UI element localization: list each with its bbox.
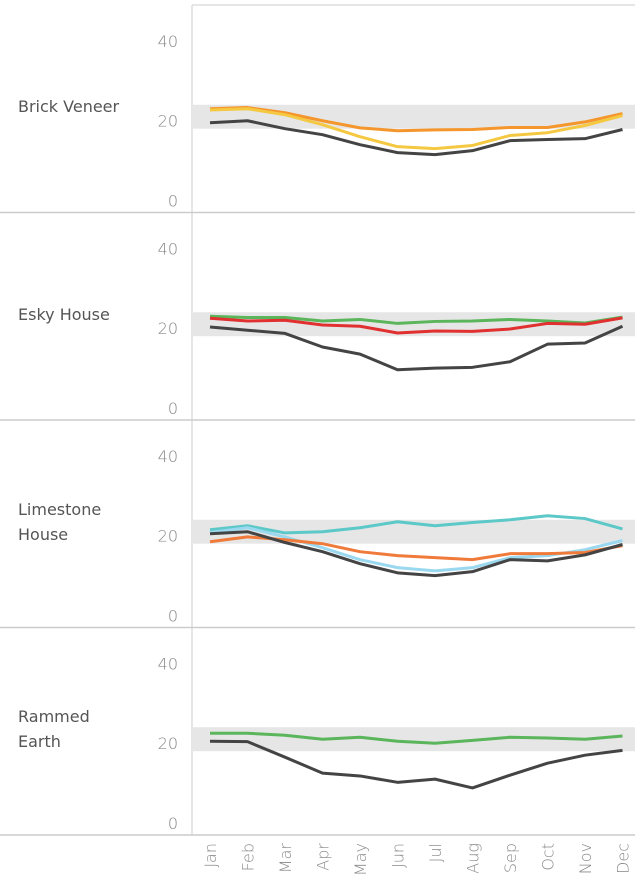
series-line (209, 119, 623, 157)
row-label: Esky House (18, 304, 110, 324)
row-label: Brick Veneer (18, 97, 120, 117)
series-line (209, 739, 623, 790)
x-tick-label: Feb (239, 843, 258, 871)
y-tick-label: 0 (168, 192, 178, 211)
y-tick-label: 20 (158, 734, 178, 753)
y-tick-label: 40 (158, 447, 178, 466)
series-line (209, 106, 623, 133)
x-tick-label: Jul (426, 843, 445, 862)
y-tick-label: 0 (168, 399, 178, 418)
x-tick-label: Jan (201, 843, 220, 868)
y-tick-label: 40 (158, 32, 178, 51)
x-tick-label: May (351, 843, 370, 876)
y-tick-label: 0 (168, 607, 178, 626)
y-tick-label: 20 (158, 319, 178, 338)
series-line (209, 514, 623, 535)
x-tick-label: Mar (276, 843, 295, 874)
y-tick-label: 0 (168, 814, 178, 833)
series-line (209, 316, 623, 335)
y-tick-label: 20 (158, 527, 178, 546)
y-tick-label: 40 (158, 239, 178, 258)
series-line (209, 530, 623, 578)
comfort-band (193, 519, 635, 544)
comfort-band (193, 104, 635, 129)
series-line (210, 731, 623, 745)
x-tick-label: Nov (576, 843, 595, 874)
x-tick-label: Dec (614, 843, 633, 874)
series-line (209, 107, 623, 151)
x-tick-label: Jun (389, 843, 408, 868)
row-label: Rammed Earth (18, 707, 90, 752)
x-tick-label: Apr (314, 843, 333, 871)
series-line (209, 324, 624, 372)
y-tick-label: 20 (158, 112, 178, 131)
series-line (209, 314, 623, 325)
x-tick-label: Sep (501, 843, 520, 873)
x-tick-label: Oct (539, 843, 558, 871)
comfort-band (193, 727, 635, 752)
row-label: Limestone House (18, 499, 102, 544)
x-tick-label: Aug (464, 843, 483, 874)
y-tick-label: 40 (158, 654, 178, 673)
